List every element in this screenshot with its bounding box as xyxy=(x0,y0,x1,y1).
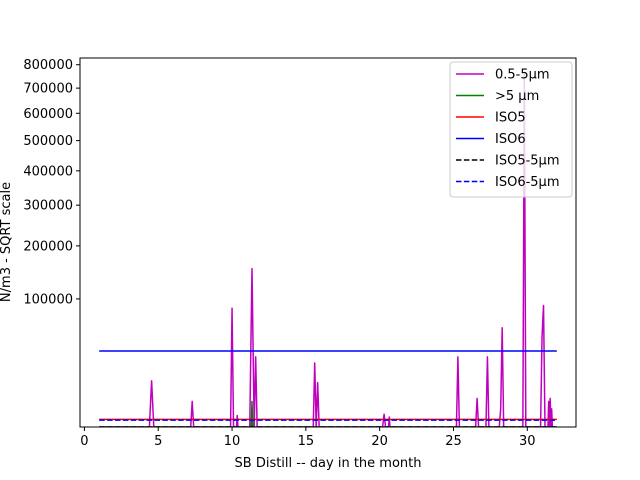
x-tick-label: 0 xyxy=(80,434,88,449)
x-axis-label: SB Distill -- day in the month xyxy=(235,456,422,471)
legend-label-0: 0.5-5µm xyxy=(495,68,550,83)
y-tick-label: 400000 xyxy=(23,164,73,179)
x-tick-label: 5 xyxy=(154,434,162,449)
y-axis-label: N/m3 - SQRT scale xyxy=(0,182,14,302)
x-tick-label: 10 xyxy=(224,434,241,449)
y-tick-label: 300000 xyxy=(23,199,73,214)
y-tick-label: 100000 xyxy=(23,292,73,307)
plot-frame xyxy=(79,57,577,428)
y-tick-label: 500000 xyxy=(23,134,73,149)
legend: 0.5-5µm >5 µm ISO5 ISO6 ISO5-5µm ISO6-5µm xyxy=(449,61,573,198)
legend-label-5: ISO6-5µm xyxy=(495,175,560,190)
y-tick-label: 600000 xyxy=(23,107,73,122)
x-tick-label: 20 xyxy=(371,434,388,449)
legend-label-3: ISO6 xyxy=(495,132,526,147)
x-tick-label: 15 xyxy=(298,434,315,449)
y-tick-label: 700000 xyxy=(23,82,73,97)
series-line-1 xyxy=(99,400,557,427)
y-tick-label: 800000 xyxy=(23,58,73,73)
series-line-0 xyxy=(99,73,557,427)
x-axis: 0 5 10 15 20 25 30 xyxy=(80,427,536,449)
y-axis: 100000 200000 300000 400000 500000 600000 7000… xyxy=(23,58,80,307)
legend-label-2: ISO5 xyxy=(495,111,526,126)
legend-label-1: >5 µm xyxy=(495,89,539,104)
legend-label-4: ISO5-5µm xyxy=(495,154,560,169)
x-tick-label: 25 xyxy=(445,434,462,449)
x-tick-label: 30 xyxy=(519,434,536,449)
series-layer xyxy=(99,73,557,427)
y-tick-label: 200000 xyxy=(23,239,73,254)
